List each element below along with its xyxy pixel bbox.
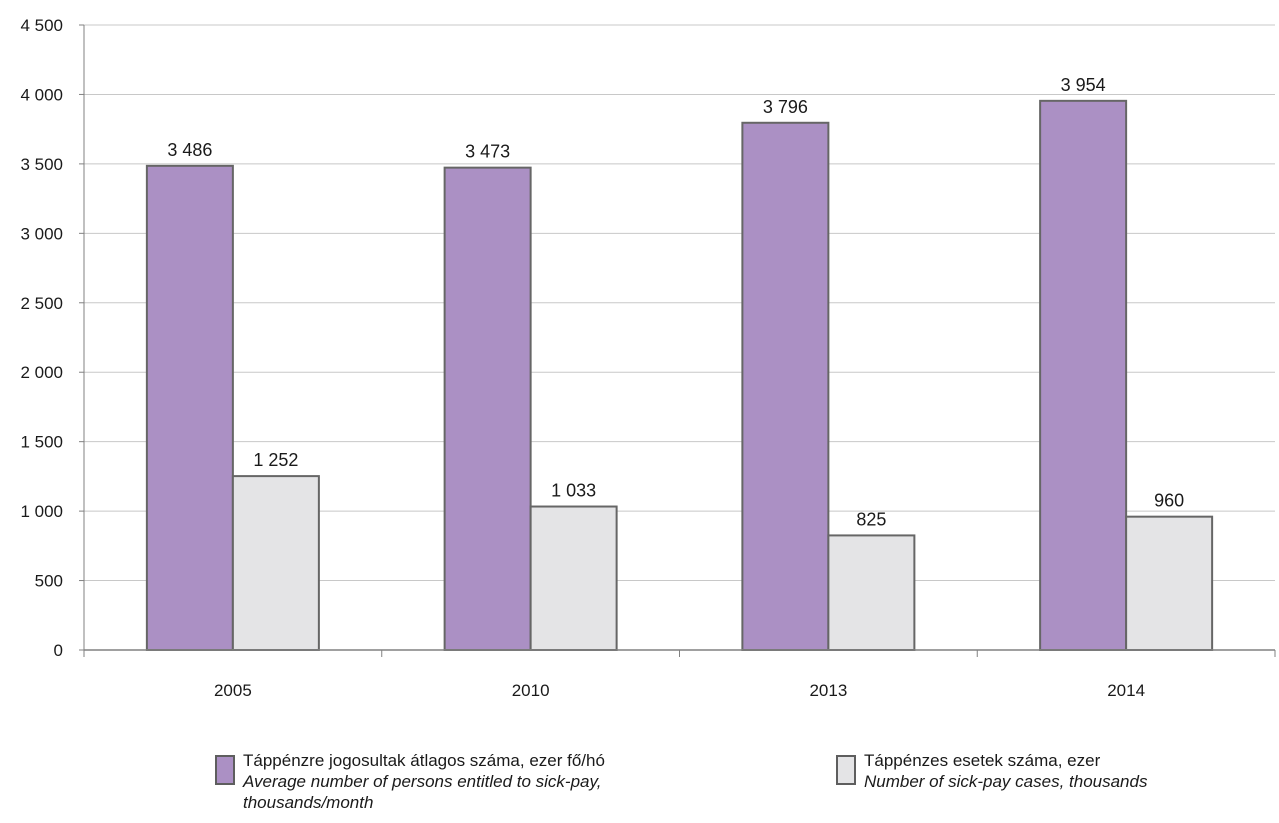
legend-swatch-entitled [215, 755, 235, 785]
bar [741, 121, 830, 652]
y-tick-label: 500 [35, 572, 63, 591]
legend-item-cases: Táppénzes esetek száma, ezer Number of s… [836, 750, 1279, 792]
data-label: 3 486 [167, 140, 212, 160]
bars [145, 99, 1214, 652]
legend-label-entitled-hu: Táppénzre jogosultak átlagos száma, ezer… [243, 751, 605, 770]
legend-label-cases-en: Number of sick-pay cases, thousands [864, 772, 1148, 791]
bar [827, 534, 916, 652]
data-label: 3 473 [465, 142, 510, 162]
legend-item-entitled: Táppénzre jogosultak átlagos száma, ezer… [215, 750, 713, 813]
bar [529, 505, 618, 651]
y-tick-label: 4 500 [20, 16, 63, 35]
data-labels: 3 486 1 252 3 473 1 033 3 796 825 3 954 960 [167, 75, 1184, 530]
y-tick-label: 3 500 [20, 155, 63, 174]
legend-swatch-cases [836, 755, 856, 785]
y-tick-label: 1 000 [20, 502, 63, 521]
y-tick-label: 2 000 [20, 363, 63, 382]
legend-label-entitled-en: Average number of persons entitled to si… [243, 772, 602, 812]
y-tick-label: 0 [54, 641, 63, 660]
y-tick-label: 3 000 [20, 224, 63, 243]
data-label: 3 954 [1061, 75, 1106, 95]
y-tick-label: 4 000 [20, 85, 63, 104]
bar [1039, 99, 1128, 652]
x-tick-label: 2014 [1107, 681, 1145, 700]
y-tick-label: 1 500 [20, 433, 63, 452]
data-label: 3 796 [763, 97, 808, 117]
x-tick-label: 2005 [214, 681, 252, 700]
data-label: 825 [856, 509, 886, 529]
x-axis: 2005 2010 2013 2014 [83, 649, 1276, 700]
bar [1125, 515, 1214, 652]
y-axis: 0 500 1 000 1 500 2 000 2 500 3 000 3 500 4 000 4… [20, 16, 85, 660]
bar [443, 166, 532, 651]
data-label: 1 252 [253, 450, 298, 470]
data-label: 960 [1154, 491, 1184, 511]
data-label: 1 033 [551, 481, 596, 501]
x-tick-label: 2010 [512, 681, 550, 700]
y-tick-label: 2 500 [20, 294, 63, 313]
legend-label-cases-hu: Táppénzes esetek száma, ezer [864, 751, 1101, 770]
x-tick-label: 2013 [809, 681, 847, 700]
bar [145, 164, 234, 651]
bar [231, 475, 320, 651]
